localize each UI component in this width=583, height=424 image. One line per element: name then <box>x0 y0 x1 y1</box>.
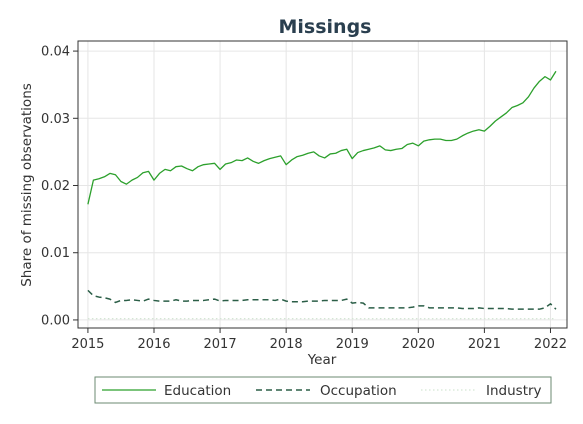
plot-frame <box>77 40 568 329</box>
y-axis-ticks: 0.00 0.01 0.02 0.03 0.04 <box>41 45 78 328</box>
series-line-education <box>87 70 557 205</box>
legend: Education Occupation Industry <box>94 376 552 404</box>
x-tick-label: 2019 <box>336 337 369 352</box>
y-tick-label: 0.02 <box>41 179 70 194</box>
legend-label-education: Education <box>164 383 231 399</box>
y-tick-label: 0.03 <box>41 112 70 127</box>
x-tick-label: 2016 <box>137 337 170 352</box>
legend-label-occupation: Occupation <box>320 383 397 399</box>
x-tick-label: 2022 <box>534 337 567 352</box>
x-axis-title: Year <box>307 352 337 368</box>
x-tick-label: 2021 <box>468 337 501 352</box>
x-tick-label: 2020 <box>402 337 435 352</box>
y-tick-label: 0.00 <box>41 313 70 328</box>
x-tick-label: 2015 <box>71 337 104 352</box>
x-tick-label: 2018 <box>270 337 303 352</box>
x-axis-ticks: 2015 2016 2017 2018 2019 2020 2021 2022 <box>71 328 567 352</box>
series-line-occupation <box>87 289 557 310</box>
x-tick-label: 2017 <box>204 337 237 352</box>
y-tick-label: 0.01 <box>41 246 70 261</box>
legend-label-industry: Industry <box>486 383 542 399</box>
legend-box <box>94 376 552 404</box>
y-axis-title: Share of missing observations <box>19 83 35 287</box>
y-tick-label: 0.04 <box>41 45 70 60</box>
series-lines <box>87 70 557 320</box>
chart-title: Missings <box>279 16 372 38</box>
gridlines <box>78 41 567 328</box>
